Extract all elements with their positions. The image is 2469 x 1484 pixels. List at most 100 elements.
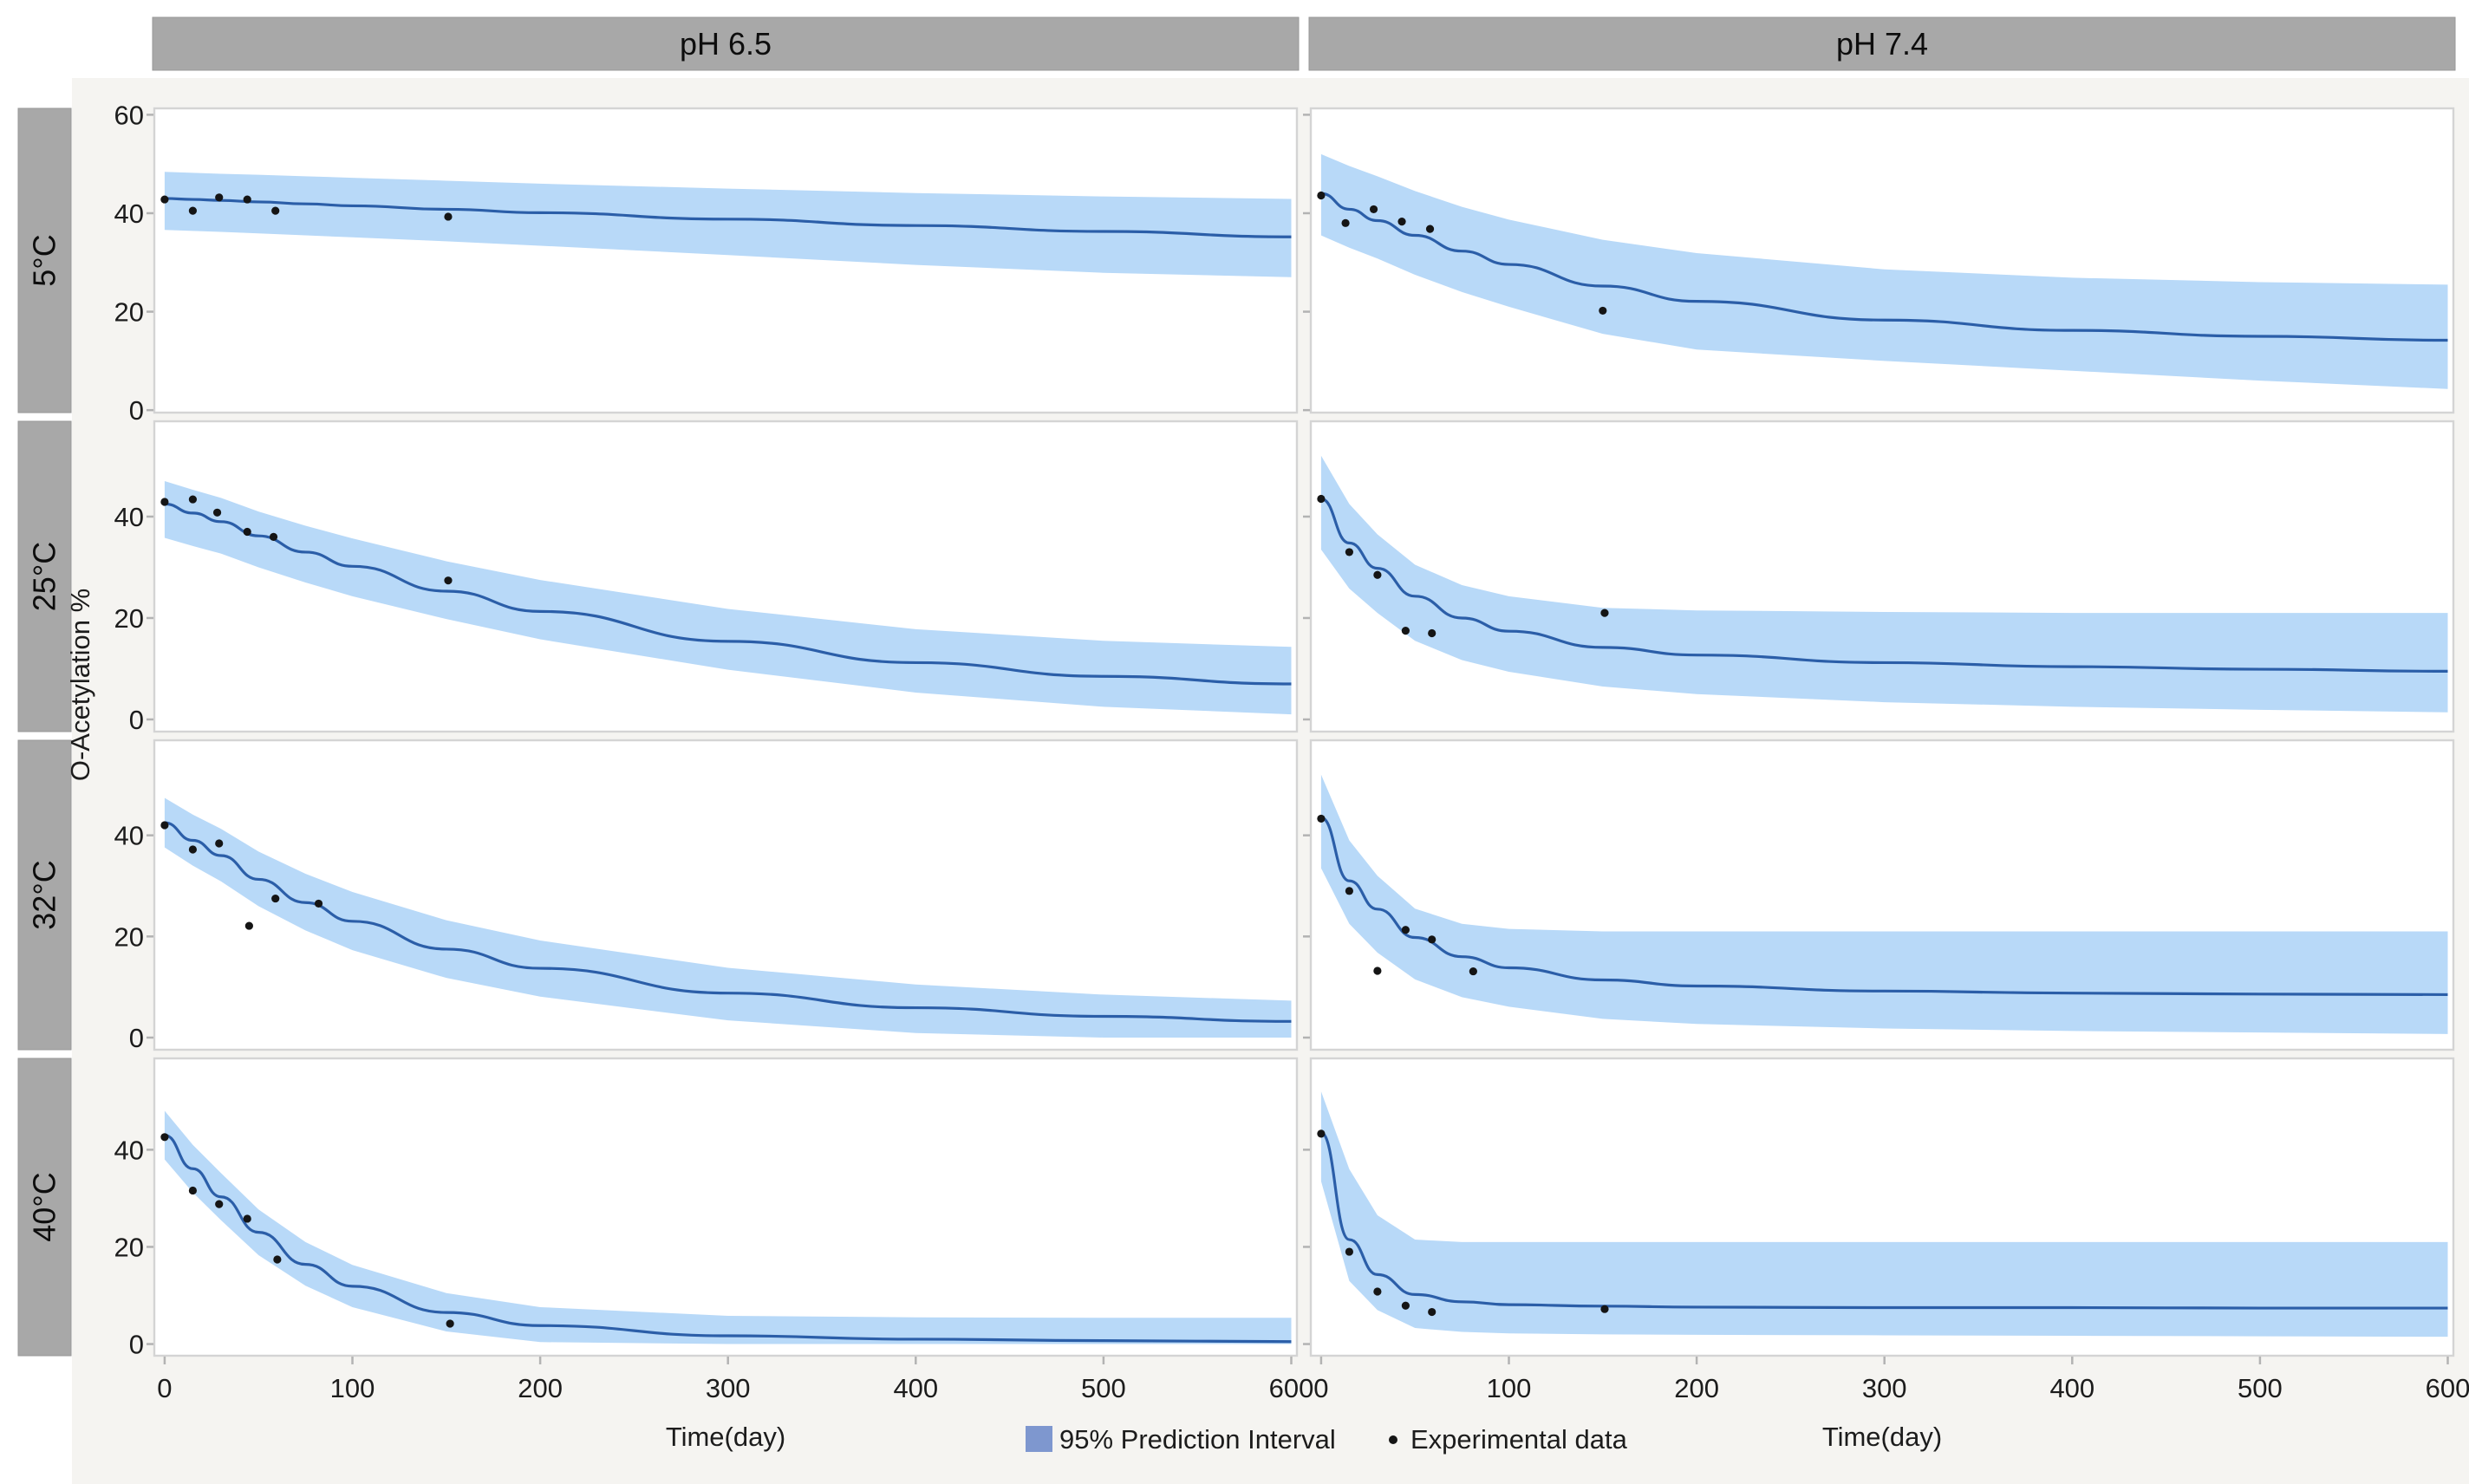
x-tick-label: 100 [1487, 1373, 1532, 1403]
prediction-band [164, 481, 1292, 715]
panel-border [153, 739, 1299, 1051]
panel-border [153, 420, 1299, 733]
row-strip-rect [17, 107, 72, 413]
legend-band-label: 95% Prediction Interval [1059, 1424, 1336, 1455]
col-strip-rect [152, 16, 1300, 71]
row-strip-rect [17, 1058, 72, 1357]
panel-border [1309, 739, 2455, 1051]
fit-line [164, 502, 1292, 686]
data-point [243, 195, 251, 204]
data-point [1401, 926, 1410, 934]
fit-line [1320, 192, 2448, 342]
x-tick-label: 200 [518, 1373, 563, 1403]
data-point [1317, 191, 1326, 200]
legend: 95% Prediction Interval Experimental data [1026, 1424, 1628, 1455]
y-axis-title: O-Acetylation % [65, 589, 95, 781]
data-point [160, 498, 169, 506]
data-point [160, 1133, 169, 1142]
data-point [1317, 494, 1326, 504]
x-tick-label: 200 [1674, 1373, 1719, 1403]
data-point [1401, 626, 1410, 635]
data-point [160, 821, 169, 830]
y-tick-label: 0 [129, 395, 144, 426]
data-point [160, 195, 169, 204]
panel-border [1309, 107, 2455, 414]
x-tick-label: 600 [2426, 1373, 2469, 1403]
fit-line [164, 821, 1292, 1023]
x-axis-title: Time(day) [666, 1422, 785, 1452]
data-point [1469, 967, 1477, 976]
data-point [1600, 609, 1609, 617]
panel [153, 739, 1299, 1051]
panel-border [153, 1057, 1299, 1357]
x-axis-title: Time(day) [1822, 1422, 1942, 1452]
fit-line [1320, 497, 2448, 673]
fit-line [1320, 816, 2448, 997]
data-point [215, 839, 224, 848]
data-point [188, 206, 198, 215]
data-point [1397, 218, 1406, 226]
col-strip-rect [1308, 16, 2456, 71]
panel [1309, 420, 2455, 733]
y-tick-label: 60 [114, 100, 144, 130]
data-point [444, 576, 453, 585]
data-point [188, 845, 198, 854]
panel [1309, 107, 2455, 414]
panel-border [1309, 420, 2455, 733]
row-strip-label: 32°C [27, 860, 62, 929]
col-strip-label: pH 6.5 [680, 26, 772, 62]
x-tick-label: 500 [2238, 1373, 2283, 1403]
x-tick-label: 600 [1269, 1373, 1314, 1403]
data-point [1317, 1129, 1326, 1138]
y-tick-label: 40 [114, 199, 144, 229]
panel [153, 107, 1299, 414]
data-point [1600, 1305, 1609, 1313]
row-strip-label: 5°C [27, 234, 62, 286]
x-tick-label: 300 [1862, 1373, 1907, 1403]
data-point [1369, 205, 1378, 214]
legend-band-swatch [1026, 1426, 1052, 1452]
y-tick-label: 20 [114, 921, 144, 952]
row-strip: 32°C [17, 739, 72, 1051]
row-strip: 40°C [17, 1058, 72, 1357]
y-tick-label: 40 [114, 821, 144, 851]
x-tick-label: 0 [1313, 1373, 1328, 1403]
prediction-band [1320, 774, 2448, 1034]
y-tick-label: 20 [114, 1232, 144, 1262]
data-point [1428, 628, 1436, 638]
legend-point-swatch [1389, 1435, 1397, 1444]
data-point [1317, 814, 1326, 823]
data-point [1373, 1287, 1382, 1296]
row-strip: 25°C [17, 420, 72, 732]
prediction-band [164, 1110, 1292, 1344]
prediction-band [164, 172, 1292, 277]
fit-line [164, 1133, 1292, 1344]
panel-border [153, 107, 1299, 414]
data-point [1345, 548, 1354, 556]
col-strip: pH 6.5 [152, 16, 1300, 71]
legend-point-label: Experimental data [1410, 1424, 1628, 1455]
data-point [1341, 218, 1350, 227]
data-point [269, 532, 278, 541]
panel-border [1309, 1057, 2455, 1357]
data-point [188, 1186, 198, 1195]
data-point [212, 508, 222, 517]
data-point [1401, 1301, 1410, 1310]
x-tick-label: 500 [1081, 1373, 1126, 1403]
x-tick-label: 400 [893, 1373, 938, 1403]
data-point [1373, 570, 1382, 579]
x-tick-label: 0 [157, 1373, 172, 1403]
fit-line [164, 197, 1292, 238]
row-strip-rect [17, 420, 72, 732]
data-point [243, 1214, 251, 1223]
prediction-band [1320, 153, 2448, 389]
data-point [1425, 225, 1435, 233]
data-point [1428, 935, 1436, 944]
col-strip-label: pH 7.4 [1836, 26, 1928, 62]
row-strip-label: 25°C [27, 542, 62, 611]
y-tick-label: 20 [114, 297, 144, 328]
data-point [1373, 967, 1382, 975]
data-point [1428, 1307, 1436, 1317]
y-tick-label: 0 [129, 705, 144, 735]
data-point [215, 1200, 224, 1208]
